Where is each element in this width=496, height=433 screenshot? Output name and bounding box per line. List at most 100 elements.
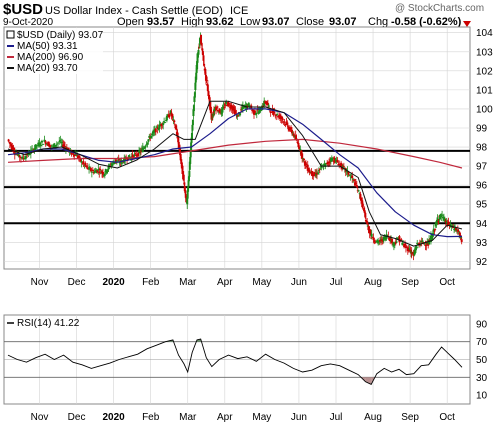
candle-body	[196, 53, 199, 63]
candle-body	[401, 243, 404, 245]
candle-body	[58, 141, 61, 143]
price-x-ticks: Nov Dec 2020 Feb Mar Apr May Jun Jul Aug Sep Oct	[31, 277, 456, 288]
candle-body	[180, 162, 183, 166]
candle-body	[151, 133, 154, 135]
candle-body	[16, 154, 19, 155]
rsi-x-tick: Apr	[217, 412, 233, 423]
candle-body	[369, 232, 372, 234]
price-x-tick: May	[252, 277, 271, 288]
rsi-x-tick: Nov	[31, 412, 49, 423]
candle-body	[201, 48, 204, 51]
candle-body	[415, 247, 418, 249]
candle-body	[253, 110, 256, 115]
candle-body	[194, 82, 197, 90]
candle-body	[49, 145, 52, 147]
candle-body	[97, 169, 100, 171]
candle-body	[267, 105, 270, 107]
candle-body	[184, 190, 187, 193]
price-y-tick: 102	[476, 66, 493, 77]
rsi-x-tick: Feb	[142, 412, 160, 423]
candle-body	[42, 144, 45, 145]
candle-body	[358, 193, 361, 195]
candle-body	[437, 220, 440, 222]
price-x-tick: Feb	[142, 277, 160, 288]
candle-body	[239, 113, 242, 116]
ma20-line	[7, 100, 463, 247]
candle-body	[296, 141, 299, 144]
rsi-grid	[4, 315, 470, 404]
candle-body	[67, 147, 70, 151]
candle-body	[362, 208, 365, 210]
candle-body	[237, 115, 240, 117]
candle-body	[260, 109, 263, 111]
candle-body	[197, 53, 200, 58]
candle-body	[197, 49, 200, 55]
candle-body	[364, 212, 367, 217]
rsi-x-tick: Sep	[401, 412, 419, 423]
candle-body	[457, 230, 460, 233]
candle-body	[91, 169, 94, 172]
legend-ma20: MA(20) 93.70	[17, 63, 78, 74]
candle-body	[195, 72, 198, 80]
candle-body	[449, 223, 452, 227]
candle-body	[366, 221, 369, 225]
candle-body	[89, 168, 92, 172]
candle-body	[258, 109, 261, 114]
candle-body	[318, 168, 321, 170]
candle-body	[177, 136, 180, 143]
candle-body	[218, 108, 221, 113]
candle-body	[349, 175, 352, 177]
candle-body	[145, 144, 148, 146]
candle-body	[7, 139, 10, 142]
candle-body	[212, 113, 215, 117]
low-value: 93.07	[262, 16, 290, 28]
candle-body	[189, 157, 192, 164]
candle-body	[315, 173, 318, 176]
candle-body	[436, 218, 439, 223]
candle-body	[162, 123, 165, 126]
legend-box	[5, 28, 103, 74]
candle-body	[434, 222, 437, 227]
candle-body	[355, 185, 358, 188]
candle-body	[213, 108, 216, 112]
candle-body	[188, 161, 191, 170]
candle-body	[125, 158, 128, 160]
candle-body	[301, 153, 304, 159]
candle-body	[26, 153, 29, 156]
candle-body	[38, 142, 41, 147]
candle-body	[144, 145, 147, 148]
candle-body	[404, 243, 407, 246]
candle-body	[294, 135, 297, 140]
candle-body	[197, 47, 200, 49]
candle-body	[53, 143, 56, 149]
candle-body	[286, 122, 289, 126]
candle-body	[386, 234, 389, 237]
exchange-label: ICE	[230, 5, 248, 17]
candle-body	[326, 162, 329, 164]
candle-body	[180, 159, 183, 164]
chg-value: -0.58 (-0.62%)	[391, 16, 462, 28]
candle-body	[78, 156, 81, 158]
candle-body	[259, 107, 262, 109]
price-y-tick: 99	[476, 123, 488, 134]
rsi-line	[7, 338, 463, 385]
candle-body	[44, 141, 47, 145]
candle-body	[425, 244, 428, 246]
candle-body	[80, 161, 83, 163]
candle-body	[186, 197, 189, 205]
price-y-tick: 93	[476, 238, 488, 249]
candle-body	[428, 239, 431, 245]
candle-body	[227, 103, 230, 105]
candle-body	[421, 240, 424, 243]
rsi-x-tick: Dec	[68, 412, 86, 423]
high-value: 93.62	[206, 16, 234, 28]
candle-body	[82, 161, 85, 164]
candle-body	[342, 166, 345, 168]
candle-body	[382, 236, 385, 242]
candle-body	[412, 253, 415, 256]
candle-body	[372, 237, 375, 241]
candle-body	[336, 159, 339, 163]
rsi-x-tick: Jun	[291, 412, 307, 423]
candle-body	[389, 236, 392, 242]
